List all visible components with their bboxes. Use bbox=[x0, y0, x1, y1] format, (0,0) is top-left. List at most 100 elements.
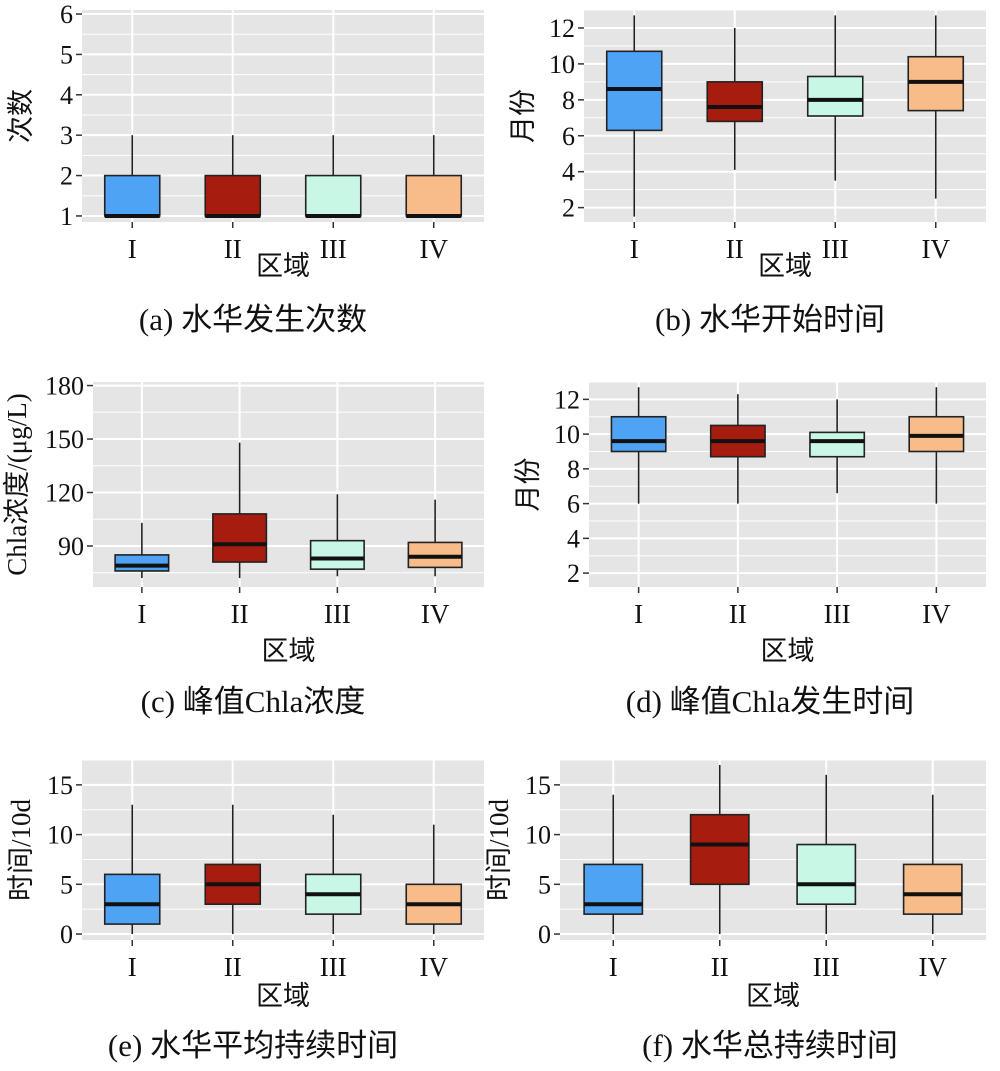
box-IV bbox=[407, 499, 463, 577]
box-II bbox=[706, 27, 764, 170]
x-tick-label: IV bbox=[421, 599, 450, 629]
y-tick-label: 4 bbox=[562, 158, 575, 187]
y-tick-label: 180 bbox=[45, 372, 84, 401]
box-III bbox=[806, 15, 864, 181]
panel-caption: (a) 水华发生次数 bbox=[139, 302, 367, 337]
y-tick-label: 10 bbox=[554, 420, 580, 449]
panel-caption: (c) 峰值Chla浓度 bbox=[141, 684, 366, 719]
y-tick-label: 6 bbox=[567, 490, 580, 519]
y-tick-label: 5 bbox=[538, 870, 551, 899]
x-tick-label: II bbox=[711, 952, 729, 982]
y-tick-label: 1 bbox=[60, 202, 73, 231]
iqr-box bbox=[204, 174, 262, 217]
y-tick-label: 12 bbox=[549, 14, 575, 43]
x-tick-label: I bbox=[137, 599, 146, 629]
y-tick-label: 4 bbox=[60, 81, 73, 110]
x-tick-label: I bbox=[128, 234, 137, 264]
iqr-box bbox=[610, 415, 667, 453]
y-axis-label: 时间/10d bbox=[484, 799, 514, 902]
plot-background bbox=[589, 382, 986, 587]
box-II bbox=[689, 764, 750, 935]
box-II bbox=[212, 442, 268, 579]
box-III bbox=[304, 814, 362, 935]
x-tick-label: IV bbox=[420, 234, 449, 264]
y-tick-label: 15 bbox=[47, 771, 73, 800]
x-tick-label: II bbox=[726, 234, 744, 264]
box-I bbox=[103, 135, 161, 218]
y-tick-label: 2 bbox=[567, 559, 580, 588]
y-axis-label: 月份 bbox=[508, 89, 538, 143]
iqr-box bbox=[103, 174, 161, 217]
x-axis-label: 区域 bbox=[262, 636, 316, 666]
box-I bbox=[583, 794, 644, 935]
y-tick-label: 90 bbox=[58, 532, 84, 561]
x-tick-label: I bbox=[630, 234, 639, 264]
x-tick-label: IV bbox=[922, 599, 951, 629]
y-axis-label: 月份 bbox=[513, 458, 543, 512]
x-tick-label: IV bbox=[922, 234, 951, 264]
y-tick-label: 120 bbox=[45, 479, 84, 508]
y-tick-label: 0 bbox=[538, 920, 551, 949]
x-tick-label: III bbox=[824, 599, 851, 629]
box-IV bbox=[902, 794, 963, 935]
iqr-box bbox=[114, 554, 170, 572]
box-I bbox=[103, 804, 161, 935]
y-axis-label: 时间/10d bbox=[6, 799, 36, 902]
x-tick-label: III bbox=[320, 234, 347, 264]
x-tick-label: II bbox=[224, 234, 242, 264]
y-tick-label: 8 bbox=[567, 455, 580, 484]
iqr-box bbox=[212, 513, 268, 563]
x-tick-label: II bbox=[224, 952, 242, 982]
iqr-box bbox=[689, 813, 750, 886]
box-I bbox=[605, 15, 663, 217]
panel-caption: (b) 水华开始时间 bbox=[655, 302, 885, 337]
box-IV bbox=[907, 15, 965, 199]
x-axis-label: 区域 bbox=[761, 636, 815, 666]
panel-caption: (d) 峰值Chla发生时间 bbox=[626, 684, 914, 719]
box-III bbox=[309, 494, 365, 577]
iqr-box bbox=[304, 174, 362, 217]
box-I bbox=[610, 387, 667, 504]
x-tick-label: III bbox=[822, 234, 849, 264]
y-tick-label: 2 bbox=[562, 194, 575, 223]
box-III bbox=[304, 135, 362, 218]
y-axis-label: Chla浓度/(μg/L) bbox=[2, 393, 32, 575]
y-tick-label: 10 bbox=[549, 50, 575, 79]
x-tick-label: II bbox=[729, 599, 747, 629]
iqr-box bbox=[809, 431, 866, 458]
box-III bbox=[796, 774, 857, 935]
y-tick-label: 8 bbox=[562, 86, 575, 115]
x-axis-label: 区域 bbox=[256, 251, 310, 281]
iqr-box bbox=[806, 75, 864, 117]
y-tick-label: 4 bbox=[567, 524, 580, 553]
y-tick-label: 6 bbox=[562, 122, 575, 151]
y-axis-label: 次数 bbox=[6, 89, 36, 143]
box-I bbox=[114, 522, 170, 579]
y-tick-label: 10 bbox=[47, 821, 73, 850]
x-tick-label: III bbox=[813, 952, 840, 982]
box-II bbox=[709, 394, 766, 504]
panel-caption: (e) 水华平均持续时间 bbox=[108, 1028, 398, 1063]
y-tick-label: 5 bbox=[60, 870, 73, 899]
x-tick-label: I bbox=[128, 952, 137, 982]
iqr-box bbox=[309, 539, 365, 570]
y-tick-label: 5 bbox=[60, 40, 73, 69]
x-tick-label: II bbox=[231, 599, 249, 629]
box-IV bbox=[405, 135, 463, 218]
iqr-box bbox=[796, 843, 857, 905]
x-axis-label: 区域 bbox=[256, 981, 310, 1011]
x-tick-label: III bbox=[324, 599, 351, 629]
iqr-box bbox=[706, 81, 764, 123]
y-tick-label: 2 bbox=[60, 162, 73, 191]
box-II bbox=[204, 135, 262, 218]
y-tick-label: 3 bbox=[60, 121, 73, 150]
box-IV bbox=[908, 387, 965, 504]
x-tick-label: III bbox=[320, 952, 347, 982]
